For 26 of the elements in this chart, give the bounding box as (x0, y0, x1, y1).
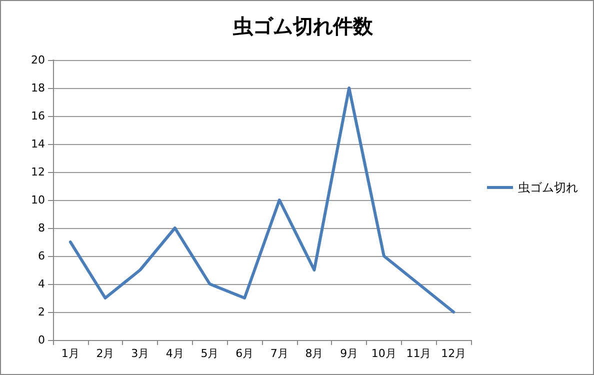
x-tick-label: 1月 (61, 347, 80, 360)
x-tick-label: 8月 (305, 347, 324, 360)
y-tick-label: 14 (31, 138, 45, 150)
x-tick-label: 2月 (96, 347, 114, 360)
line-series (68, 86, 456, 314)
y-tick-label: 18 (31, 82, 45, 94)
y-tick-label: 16 (31, 110, 45, 122)
x-tick-label: 9月 (340, 347, 358, 360)
legend-label: 虫ゴム切れ (518, 180, 578, 194)
x-tick-label: 12月 (441, 347, 466, 360)
y-tick-label: 20 (31, 54, 45, 66)
y-tick-label: 4 (38, 278, 45, 290)
x-tick-label: 3月 (131, 347, 150, 360)
y-tick-label: 6 (38, 250, 45, 262)
y-tick-label: 8 (38, 222, 45, 234)
y-tick-label: 12 (31, 166, 45, 178)
x-tick-label: 10月 (371, 347, 396, 360)
x-tick-label: 7月 (270, 347, 288, 360)
x-tick-label: 5月 (200, 347, 219, 360)
chart-title: 虫ゴム切れ件数 (232, 14, 374, 38)
y-tick-label: 10 (31, 194, 45, 206)
x-tick-label: 6月 (236, 347, 254, 360)
x-tick-label: 4月 (166, 347, 184, 360)
x-tick-label: 11月 (406, 347, 432, 360)
y-tick-label: 0 (38, 334, 45, 346)
y-tick-label: 2 (38, 306, 45, 318)
